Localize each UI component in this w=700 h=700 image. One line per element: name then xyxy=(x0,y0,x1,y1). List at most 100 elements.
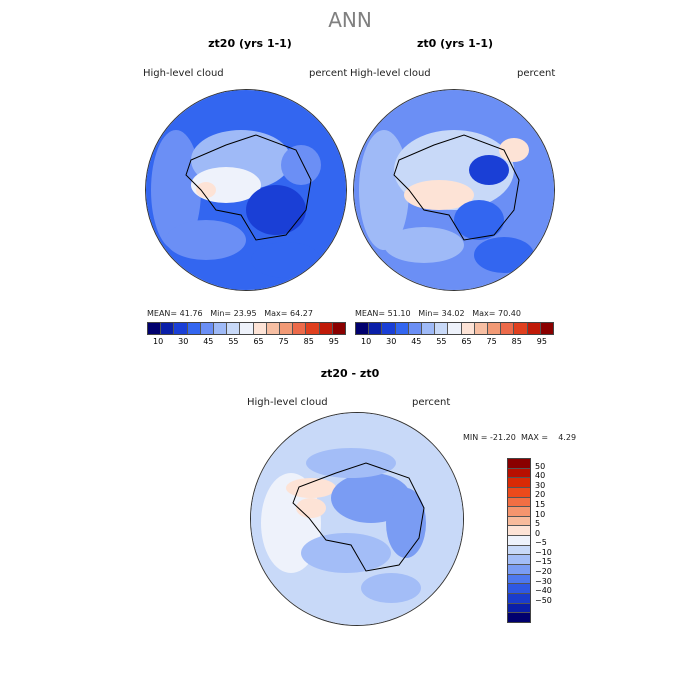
panel3-colorbar-swatch xyxy=(508,468,530,479)
panel3-colorbar-swatch xyxy=(508,478,530,488)
panel2-colorbar-tick-label: 65 xyxy=(461,337,472,346)
panel3-colorbar-swatch xyxy=(508,516,530,527)
panel2-colorbar-swatch xyxy=(395,323,409,334)
panel1-units-label: percent xyxy=(309,68,348,79)
panel3-colorbar-tick-label: −5 xyxy=(535,538,547,548)
panel2-colorbar-swatch xyxy=(488,323,502,334)
panel3-colorbar-tick-label: 5 xyxy=(535,519,541,529)
panel2-colorbar-tick-label: 30 xyxy=(386,337,397,346)
panel3-colorbar-tick-label: 30 xyxy=(535,480,546,490)
panel2-colorbar-tick-label: 95 xyxy=(536,337,547,346)
panel3-colorbar xyxy=(507,458,531,623)
panel1-colorbar-tick-label: 10 xyxy=(153,337,164,346)
panel1-colorbar-swatch xyxy=(280,323,294,334)
panel3-variable-label: High-level cloud xyxy=(247,397,328,408)
panel2-colorbar-swatch xyxy=(461,323,475,334)
panel1-colorbar-tick-label: 85 xyxy=(303,337,314,346)
panel3-colorbar-tick-label: 15 xyxy=(535,499,546,509)
panel1-colorbar-swatch xyxy=(240,323,254,334)
panel3-colorbar-tick-label: −20 xyxy=(535,567,552,577)
panel1-colorbar-swatch xyxy=(319,323,333,334)
panel3-colorbar-tick-label: −40 xyxy=(535,586,552,596)
panel2-colorbar-ticks: 10 30 45 55 65 75 85 95 xyxy=(361,337,547,346)
panel2-colorbar-tick-label: 10 xyxy=(361,337,372,346)
panel3-units-label: percent xyxy=(412,397,451,408)
panel1-colorbar xyxy=(147,322,346,335)
panel2-units-label: percent xyxy=(517,68,556,79)
panel3-colorbar-tick-label: 20 xyxy=(535,490,546,500)
panel1-stats: MEAN= 41.76 Min= 23.95 Max= 64.27 xyxy=(147,309,313,318)
panel2-colorbar-tick-label: 45 xyxy=(411,337,422,346)
panel3-colorbar-swatch xyxy=(508,487,530,498)
panel1-colorbar-tick-label: 30 xyxy=(178,337,189,346)
panel1-colorbar-swatch xyxy=(293,323,307,334)
panel3-colorbar-swatch xyxy=(508,613,530,622)
panel2-colorbar-swatch xyxy=(422,323,436,334)
panel2-colorbar-swatch xyxy=(514,323,528,334)
panel2-stats: MEAN= 51.10 Min= 34.02 Max= 70.40 xyxy=(355,309,521,318)
panel3-map xyxy=(250,412,464,626)
panel3-colorbar-swatch xyxy=(508,593,530,604)
panel2-map xyxy=(353,89,555,291)
panel1-colorbar-tick-label: 45 xyxy=(203,337,214,346)
panel2-colorbar-swatch xyxy=(408,323,423,334)
panel3-colorbar-swatch xyxy=(508,526,530,537)
panel1-title: zt20 (yrs 1-1) xyxy=(208,37,292,50)
panel3-title: zt20 - zt0 xyxy=(320,367,380,380)
panel1-map xyxy=(145,89,347,291)
panel1-colorbar-tick-label: 95 xyxy=(328,337,339,346)
panel2-title: zt0 (yrs 1-1) xyxy=(416,37,494,50)
panel1-colorbar-swatch xyxy=(187,323,201,334)
panel1-colorbar-ticks: 10 30 45 55 65 75 85 95 xyxy=(153,337,339,346)
panel1-variable-label: High-level cloud xyxy=(143,68,224,79)
panel3-colorbar-ticks: 50 40 30 20 15 10 5 0 −5 −10 −15 −20 −30 −40 −50 xyxy=(535,458,575,621)
panel1-colorbar-swatch xyxy=(214,323,228,334)
panel1-colorbar-swatch xyxy=(148,323,162,334)
panel3-colorbar-tick-label: 0 xyxy=(535,528,541,538)
panel3-colorbar-tick-label: −15 xyxy=(535,557,552,567)
panel2-colorbar-tick-label: 85 xyxy=(511,337,522,346)
panel3-colorbar-tick-label: 40 xyxy=(535,471,546,481)
panel1-colorbar-swatch xyxy=(253,323,267,334)
panel1-colorbar-swatch xyxy=(200,323,215,334)
panel2-colorbar xyxy=(355,322,554,335)
panel3-colorbar-tick-label: −10 xyxy=(535,547,552,557)
panel2-colorbar-tick-label: 55 xyxy=(436,337,447,346)
panel2-colorbar-swatch xyxy=(369,323,383,334)
panel3-colorbar-swatch xyxy=(508,555,530,566)
panel3-colorbar-tick-label: 50 xyxy=(535,461,546,471)
panel2-colorbar-swatch xyxy=(527,323,541,334)
panel3-colorbar-tick-label: −50 xyxy=(535,595,552,605)
panel2-colorbar-swatch xyxy=(540,323,554,334)
panel1-colorbar-swatch xyxy=(161,323,175,334)
panel1-colorbar-tick-label: 65 xyxy=(253,337,264,346)
panel2-colorbar-swatch xyxy=(382,323,396,334)
panel3-colorbar-swatch xyxy=(508,565,530,575)
panel2-colorbar-tick-label: 75 xyxy=(486,337,497,346)
panel3-colorbar-swatch xyxy=(508,545,530,556)
panel2-colorbar-swatch xyxy=(501,323,515,334)
panel3-colorbar-swatch xyxy=(508,507,530,517)
panel2-colorbar-swatch xyxy=(448,323,462,334)
panel1-colorbar-tick-label: 75 xyxy=(278,337,289,346)
figure-title: ANN xyxy=(328,8,372,32)
panel3-colorbar-swatch xyxy=(508,536,530,546)
panel3-colorbar-tick-label: −30 xyxy=(535,576,552,586)
panel1-colorbar-swatch xyxy=(266,323,281,334)
panel1-colorbar-swatch xyxy=(227,323,241,334)
panel3-colorbar-swatch xyxy=(508,584,530,594)
panel3-colorbar-swatch xyxy=(508,603,530,614)
panel2-colorbar-swatch xyxy=(356,323,370,334)
panel1-colorbar-swatch xyxy=(174,323,188,334)
panel2-variable-label: High-level cloud xyxy=(350,68,431,79)
panel3-colorbar-swatch xyxy=(508,574,530,585)
panel1-colorbar-swatch xyxy=(306,323,320,334)
panel3-colorbar-swatch xyxy=(508,459,530,469)
panel1-colorbar-swatch xyxy=(332,323,346,334)
panel2-colorbar-swatch xyxy=(474,323,489,334)
panel1-colorbar-tick-label: 55 xyxy=(228,337,239,346)
panel3-colorbar-tick-label: 10 xyxy=(535,509,546,519)
panel2-colorbar-swatch xyxy=(435,323,449,334)
panel3-colorbar-swatch xyxy=(508,497,530,508)
